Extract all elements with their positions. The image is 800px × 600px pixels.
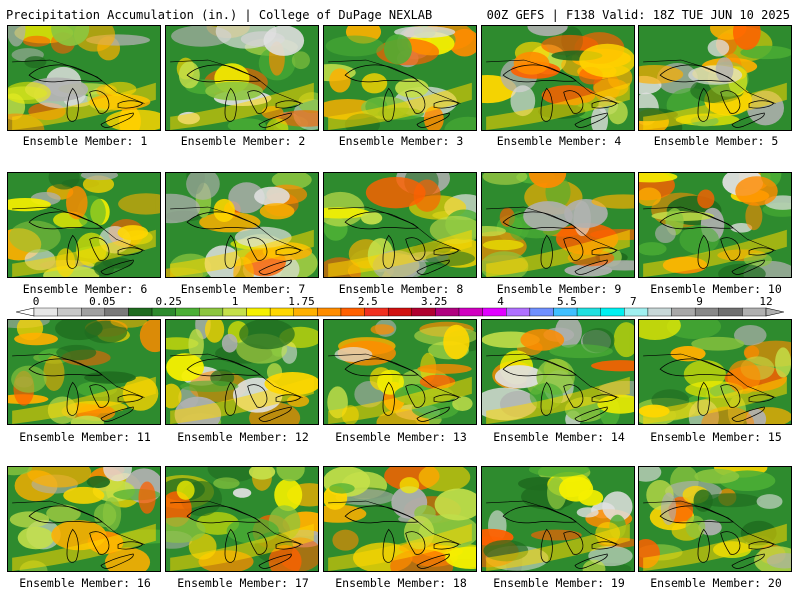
colorbar-swatch bbox=[364, 307, 389, 317]
ensemble-member-label: Ensemble Member: 18 bbox=[335, 576, 467, 590]
ensemble-member-label: Ensemble Member: 16 bbox=[19, 576, 151, 590]
ensemble-member-map bbox=[7, 172, 161, 278]
ensemble-member-label: Ensemble Member: 3 bbox=[338, 134, 464, 148]
ensemble-member-label: Ensemble Member: 14 bbox=[493, 430, 625, 444]
colorbar-swatch bbox=[553, 307, 578, 317]
colorbar-swatch bbox=[624, 307, 649, 317]
ensemble-member-label: Ensemble Member: 2 bbox=[180, 134, 306, 148]
ensemble-member-label: Ensemble Member: 20 bbox=[650, 576, 782, 590]
colorbar-swatch bbox=[647, 307, 672, 317]
colorbar-swatch bbox=[482, 307, 507, 317]
ensemble-member-label: Ensemble Member: 5 bbox=[653, 134, 779, 148]
colorbar-tick-label: 7 bbox=[630, 297, 637, 308]
ensemble-member-label: Ensemble Member: 1 bbox=[22, 134, 148, 148]
ensemble-member-map bbox=[481, 319, 635, 425]
colorbar-swatch bbox=[293, 307, 318, 317]
colorbar-tick-label: 3.25 bbox=[421, 297, 448, 308]
colorbar-tick-label: 4 bbox=[497, 297, 504, 308]
colorbar-tick-label: 1.75 bbox=[288, 297, 315, 308]
ensemble-member-map bbox=[481, 466, 635, 572]
ensemble-member-map bbox=[638, 25, 792, 131]
colorbar-tick-label: 0 bbox=[33, 297, 40, 308]
ensemble-member-label: Ensemble Member: 12 bbox=[177, 430, 309, 444]
colorbar-swatch bbox=[317, 307, 342, 317]
ensemble-member-map bbox=[481, 172, 635, 278]
colorbar-swatch bbox=[411, 307, 436, 317]
ensemble-member-map bbox=[323, 172, 477, 278]
colorbar-tick-label: 5.5 bbox=[557, 297, 577, 308]
colorbar-swatch bbox=[199, 307, 224, 317]
colorbar-swatch bbox=[718, 307, 743, 317]
ensemble-member-map bbox=[323, 25, 477, 131]
ensemble-member-map bbox=[323, 466, 477, 572]
ensemble-member-map bbox=[165, 172, 319, 278]
colorbar-swatch bbox=[694, 307, 719, 317]
colorbar-swatch bbox=[387, 307, 413, 317]
ensemble-member-map bbox=[638, 319, 792, 425]
colorbar-swatch bbox=[600, 307, 625, 317]
colorbar-tick-label: 1 bbox=[232, 297, 239, 308]
ensemble-member-map bbox=[7, 466, 161, 572]
colorbar-swatch bbox=[340, 307, 365, 317]
colorbar-swatch bbox=[81, 307, 106, 317]
colorbar-swatch bbox=[576, 307, 601, 317]
precip-colorbar: 0 0.05 0.25 1 1.75 2.5 3.25 4 5.5 7 9 12 bbox=[16, 297, 784, 317]
ensemble-member-label: Ensemble Member: 8 bbox=[338, 282, 464, 296]
ensemble-member-label: Ensemble Member: 13 bbox=[335, 430, 467, 444]
colorbar-tick-label: 2.5 bbox=[358, 297, 378, 308]
ensemble-member-label: Ensemble Member: 7 bbox=[180, 282, 306, 296]
colorbar-tick-label: 9 bbox=[696, 297, 703, 308]
colorbar-swatch bbox=[104, 307, 129, 317]
ensemble-member-map bbox=[638, 172, 792, 278]
colorbar-swatch bbox=[151, 307, 176, 317]
colorbar-swatch bbox=[742, 307, 767, 317]
ensemble-member-map bbox=[7, 319, 161, 425]
ensemble-member-map bbox=[323, 319, 477, 425]
colorbar-tick-label: 12 bbox=[759, 297, 772, 308]
colorbar-max-arrow bbox=[765, 307, 784, 317]
colorbar-tick-label: 0.25 bbox=[155, 297, 182, 308]
colorbar-swatch bbox=[529, 307, 554, 317]
ensemble-member-map bbox=[638, 466, 792, 572]
ensemble-member-label: Ensemble Member: 17 bbox=[177, 576, 309, 590]
colorbar-min-arrow bbox=[16, 307, 35, 317]
ensemble-member-map bbox=[165, 25, 319, 131]
colorbar-swatch bbox=[435, 307, 460, 317]
ensemble-member-map bbox=[165, 466, 319, 572]
colorbar-tick-label: 0.05 bbox=[89, 297, 116, 308]
ensemble-member-map bbox=[7, 25, 161, 131]
colorbar-swatch bbox=[269, 307, 294, 317]
colorbar-swatch bbox=[222, 307, 247, 317]
colorbar-swatch bbox=[246, 307, 271, 317]
ensemble-member-label: Ensemble Member: 9 bbox=[496, 282, 622, 296]
ensemble-member-label: Ensemble Member: 10 bbox=[650, 282, 782, 296]
ensemble-member-label: Ensemble Member: 4 bbox=[496, 134, 622, 148]
ensemble-member-label: Ensemble Member: 19 bbox=[493, 576, 625, 590]
ensemble-member-label: Ensemble Member: 15 bbox=[650, 430, 782, 444]
colorbar-swatch bbox=[506, 307, 531, 317]
colorbar-swatch bbox=[458, 307, 483, 317]
colorbar-swatch bbox=[175, 307, 200, 317]
colorbar-swatch bbox=[671, 307, 696, 317]
map-title: Precipitation Accumulation (in.) | Colle… bbox=[6, 8, 433, 22]
colorbar-swatch bbox=[57, 307, 82, 317]
colorbar-swatch bbox=[33, 307, 58, 317]
colorbar-swatch bbox=[128, 307, 153, 317]
ensemble-member-label: Ensemble Member: 11 bbox=[19, 430, 151, 444]
ensemble-member-map bbox=[165, 319, 319, 425]
ensemble-member-map bbox=[481, 25, 635, 131]
ensemble-member-label: Ensemble Member: 6 bbox=[22, 282, 148, 296]
run-valid-time: 00Z GEFS | F138 Valid: 18Z TUE JUN 10 20… bbox=[486, 8, 790, 22]
